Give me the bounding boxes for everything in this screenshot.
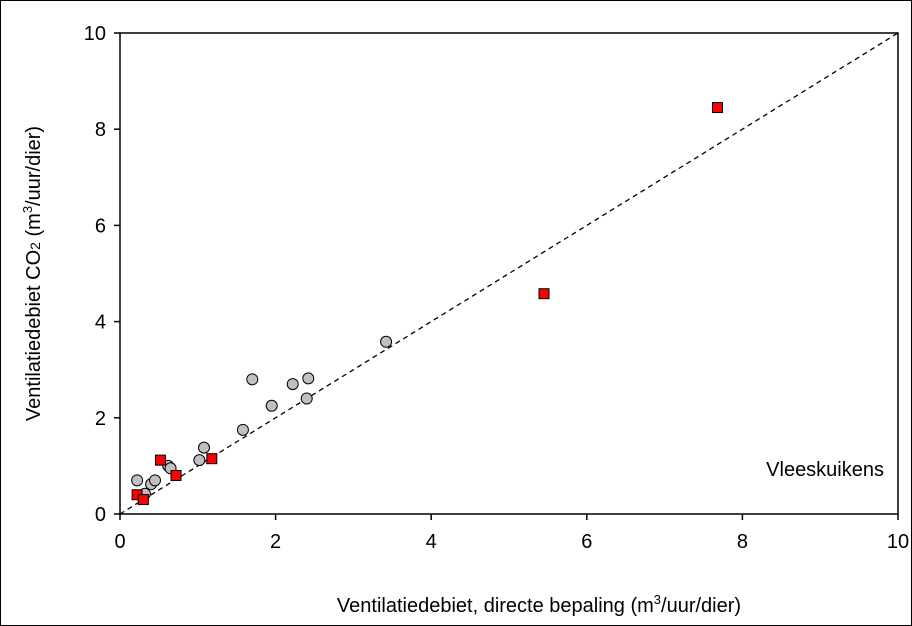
x-tick-label: 4 xyxy=(426,531,437,553)
x-tick-label: 8 xyxy=(737,531,748,553)
plot-border xyxy=(119,32,899,515)
circle-data-point xyxy=(265,399,278,412)
square-data-point xyxy=(170,470,182,482)
y-tick-label: 8 xyxy=(95,119,106,141)
y-tick-label: 0 xyxy=(95,504,106,526)
y-axis-title-suffix: /uur/dier) xyxy=(23,126,45,206)
square-data-point xyxy=(712,102,724,114)
y-axis-title-sup: 3 xyxy=(20,206,35,213)
y-axis-title-mid: (m xyxy=(23,213,45,242)
x-tick-label: 0 xyxy=(114,531,125,553)
square-data-point xyxy=(137,494,149,506)
x-axis: 0 2 4 6 8 10 xyxy=(114,514,909,553)
annotation-label: Vleeskuikens xyxy=(766,459,884,481)
x-axis-title-prefix: Ventilatiedebiet, directe bepaling (m xyxy=(337,595,654,617)
y-axis-title-prefix: Ventilatiedebiet CO xyxy=(23,250,45,421)
plot-area: 0 2 4 6 8 10 0 2 4 6 8 10 xyxy=(84,23,909,553)
circle-data-point xyxy=(149,474,162,487)
square-data-point xyxy=(538,288,550,300)
data-points xyxy=(131,102,724,506)
circle-data-point xyxy=(198,441,211,454)
y-tick-label: 10 xyxy=(84,23,106,45)
x-axis-title-sup: 3 xyxy=(654,592,661,607)
y-axis-title-sub: 2 xyxy=(27,242,43,250)
circle-data-point xyxy=(236,423,249,436)
y-tick-label: 6 xyxy=(95,215,106,237)
x-axis-title-suffix: /uur/dier) xyxy=(661,595,741,617)
circle-data-point xyxy=(380,335,393,348)
square-data-point xyxy=(206,453,218,465)
circle-data-point xyxy=(131,474,144,487)
y-tick-label: 2 xyxy=(95,408,106,430)
x-axis-title: Ventilatiedebiet, directe bepaling (m3/u… xyxy=(337,592,741,617)
y-axis: 0 2 4 6 8 10 xyxy=(84,23,120,526)
circle-data-point xyxy=(193,454,206,467)
x-tick-label: 6 xyxy=(581,531,592,553)
circle-data-point xyxy=(286,378,299,391)
y-tick-label: 4 xyxy=(95,312,106,334)
x-tick-label: 10 xyxy=(887,531,909,553)
y-axis-title: Ventilatiedebiet CO2 (m3/uur/dier) xyxy=(20,126,45,421)
square-data-point xyxy=(154,454,166,466)
circle-data-point xyxy=(246,373,259,386)
circle-data-point xyxy=(302,372,315,385)
circle-data-point xyxy=(300,392,313,405)
reference-line xyxy=(119,32,899,515)
x-tick-label: 2 xyxy=(270,531,281,553)
